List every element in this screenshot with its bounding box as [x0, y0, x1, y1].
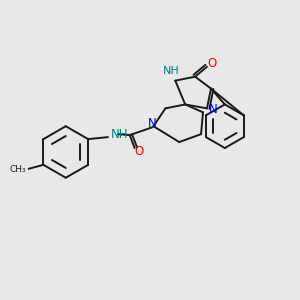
Text: O: O [134, 146, 143, 158]
Text: NH: NH [163, 66, 180, 76]
Text: CH₃: CH₃ [9, 165, 26, 174]
Text: N: N [208, 103, 217, 116]
Text: NH: NH [111, 128, 128, 141]
Text: O: O [207, 57, 217, 70]
Text: N: N [148, 117, 157, 130]
